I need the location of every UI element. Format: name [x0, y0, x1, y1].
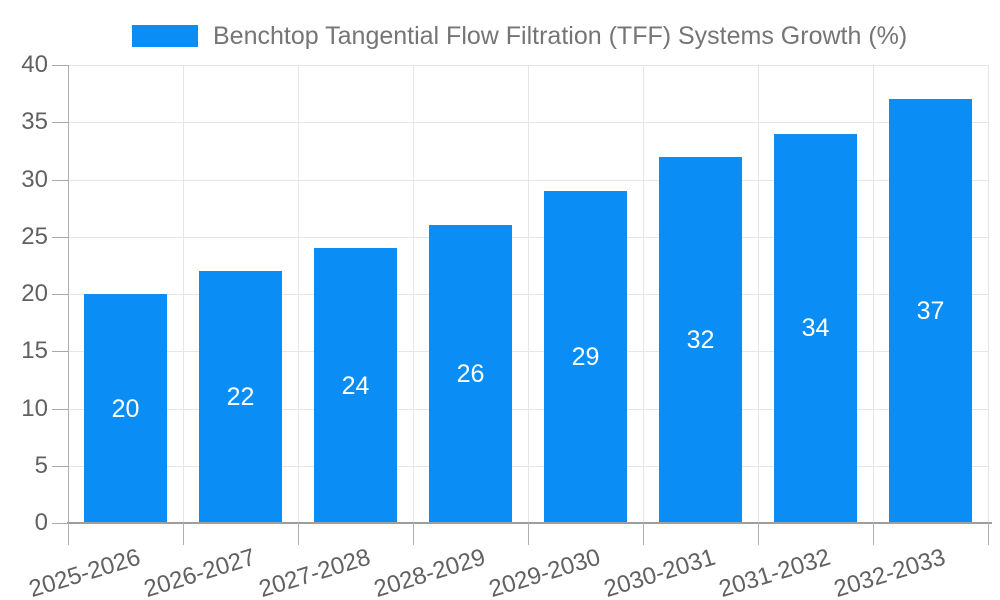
- x-axis-tick: [298, 523, 299, 545]
- x-axis-tick: [528, 523, 529, 545]
- v-gridline: [643, 65, 644, 523]
- v-gridline: [988, 65, 989, 523]
- y-axis-tick: [52, 122, 68, 124]
- x-axis-line: [67, 522, 992, 524]
- bar-value-label: 34: [801, 314, 830, 343]
- v-gridline: [528, 65, 529, 523]
- y-axis-tick-label: 25: [21, 222, 48, 250]
- x-axis-tick: [988, 523, 989, 545]
- x-axis-tick: [873, 523, 874, 545]
- x-axis-tick-label: 2030-2031: [600, 543, 719, 600]
- legend-label: Benchtop Tangential Flow Filtration (TFF…: [213, 22, 908, 50]
- chart-legend[interactable]: Benchtop Tangential Flow Filtration (TFF…: [132, 22, 907, 50]
- bar-value-label: 32: [686, 325, 715, 354]
- bar[interactable]: 29: [544, 190, 627, 523]
- x-axis-tick: [413, 523, 414, 545]
- y-axis-tick-label: 10: [21, 394, 48, 422]
- x-axis-tick-label: 2025-2026: [25, 543, 144, 600]
- y-axis-tick: [52, 179, 68, 181]
- x-axis-tick-label: 2026-2027: [140, 543, 259, 600]
- y-axis-tick-label: 40: [21, 51, 48, 78]
- x-axis-tick-label: 2029-2030: [485, 543, 604, 600]
- y-axis-tick-label: 30: [21, 165, 48, 193]
- bar-value-label: 22: [226, 383, 255, 412]
- x-axis-tick-label: 2031-2032: [715, 543, 834, 600]
- y-axis-tick: [52, 465, 68, 467]
- bar-value-label: 26: [456, 360, 485, 389]
- legend-swatch-icon: [132, 25, 198, 47]
- bar[interactable]: 32: [659, 156, 742, 523]
- x-axis-tick: [183, 523, 184, 545]
- x-axis-tick-label: 2032-2033: [830, 543, 949, 600]
- v-gridline: [298, 65, 299, 523]
- bar-value-label: 29: [571, 342, 600, 371]
- y-axis-tick: [52, 294, 68, 295]
- plot-area: 20 22 24 26 29 32 34 37: [68, 65, 989, 523]
- v-gridline: [873, 65, 874, 523]
- x-axis-tick: [758, 523, 759, 545]
- v-gridline: [413, 65, 414, 523]
- bar-value-label: 20: [111, 394, 140, 423]
- y-axis-tick: [52, 351, 68, 353]
- x-axis-tick: [68, 523, 69, 545]
- y-axis-tick: [52, 523, 68, 524]
- bar[interactable]: 37: [889, 99, 972, 523]
- x-axis-tick-label: 2027-2028: [255, 543, 374, 600]
- v-gridline: [758, 65, 759, 523]
- bar[interactable]: 22: [199, 271, 282, 523]
- y-axis-tick-label: 20: [21, 280, 48, 307]
- y-axis-tick-label: 5: [34, 451, 48, 479]
- y-axis-tick: [52, 65, 68, 66]
- bar-value-label: 24: [341, 371, 370, 400]
- y-axis-tick-label: 15: [21, 337, 48, 365]
- y-axis-line: [68, 65, 69, 523]
- y-axis-tick-label: 0: [34, 509, 48, 536]
- y-axis-tick-label: 35: [21, 108, 48, 136]
- x-axis-tick-label: 2028-2029: [370, 543, 489, 600]
- bar-value-label: 37: [916, 297, 945, 326]
- y-axis-tick: [52, 408, 68, 410]
- bar[interactable]: 24: [314, 248, 397, 523]
- v-gridline: [183, 65, 184, 523]
- bar[interactable]: 34: [774, 133, 857, 523]
- bar[interactable]: 20: [84, 294, 167, 523]
- x-axis-tick: [643, 523, 644, 545]
- y-axis-tick: [52, 236, 68, 238]
- bar[interactable]: 26: [429, 225, 512, 523]
